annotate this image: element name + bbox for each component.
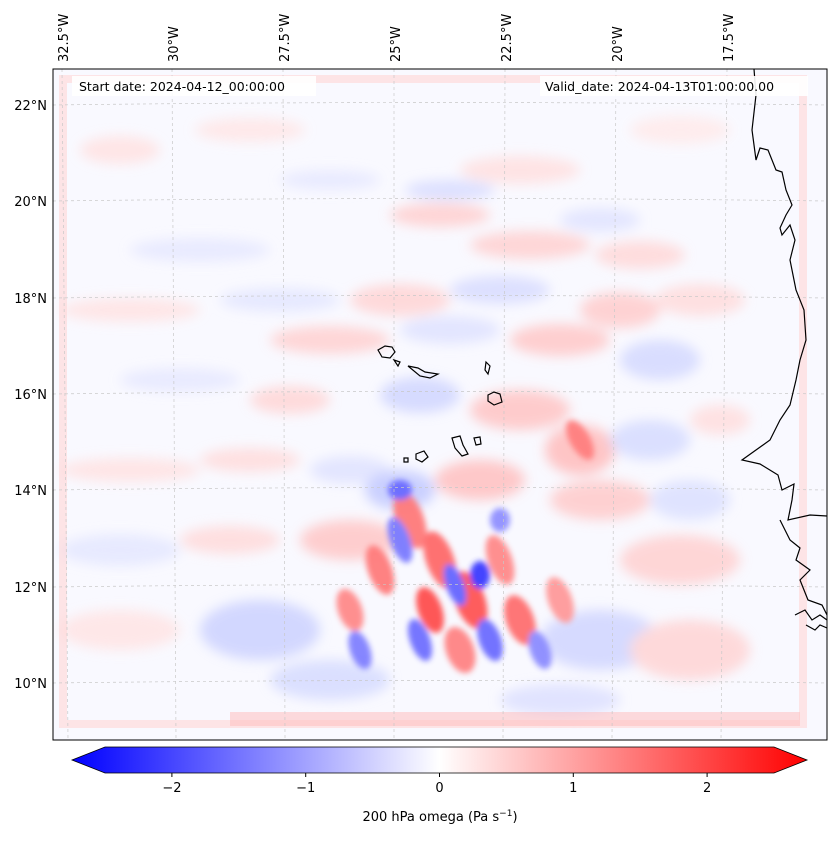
lon-label: 20°W	[611, 26, 626, 62]
omega-field	[53, 69, 827, 740]
lon-label: 22.5°W	[500, 14, 515, 62]
island-fogo	[415, 450, 429, 463]
island-sao-vicente	[392, 358, 401, 368]
colorbar-label: 200 hPa omega (Pa s−1)	[362, 809, 517, 825]
island-brava	[403, 457, 409, 463]
island-sal	[484, 360, 491, 376]
colorbar-bar	[70, 746, 809, 774]
lon-label: 32.5°W	[57, 14, 72, 62]
lat-label: 16°N	[14, 388, 47, 403]
lon-label: 17.5°W	[722, 14, 737, 62]
island-boa-vista	[487, 391, 503, 406]
lon-label: 25°W	[389, 26, 404, 62]
colorbar-tick-label: −1	[296, 781, 315, 796]
colorbar: −2 −1 0 1 2 200 hPa omega (Pa s−1)	[70, 746, 809, 825]
lat-label: 20°N	[14, 195, 47, 210]
lat-label: 22°N	[14, 99, 47, 114]
coastlines	[740, 69, 827, 631]
island-santiago	[451, 435, 469, 457]
colorbar-tick-label: 0	[435, 781, 443, 796]
map-frame	[52, 68, 828, 741]
lon-label: 30°W	[167, 26, 182, 62]
lat-label: 18°N	[14, 292, 47, 307]
lon-label: 27.5°W	[278, 14, 293, 62]
colorbar-ticks: −2 −1 0 1 2	[162, 773, 711, 796]
cape-verde-islands	[377, 345, 503, 463]
colorbar-tick-label: 1	[569, 781, 577, 796]
colorbar-tick-label: −2	[162, 781, 181, 796]
island-sao-nicolau	[407, 365, 440, 379]
start-date-label: Start date: 2024-04-12_00:00:00	[79, 79, 285, 94]
latitude-labels: 22°N 20°N 18°N 16°N 14°N 12°N 10°N	[14, 99, 47, 692]
colorbar-tick-label: 2	[703, 781, 711, 796]
graticule	[53, 69, 827, 740]
lat-label: 10°N	[14, 677, 47, 692]
lat-label: 12°N	[14, 581, 47, 596]
island-santo-antao	[377, 345, 396, 359]
valid-date-label: Valid_date: 2024-04-13T01:00:00.00	[545, 79, 774, 94]
island-maio	[473, 436, 482, 446]
africa-coastline	[740, 69, 827, 521]
lat-label: 14°N	[14, 484, 47, 499]
longitude-labels: 32.5°W 30°W 27.5°W 25°W 22.5°W 20°W 17.5…	[57, 14, 737, 62]
